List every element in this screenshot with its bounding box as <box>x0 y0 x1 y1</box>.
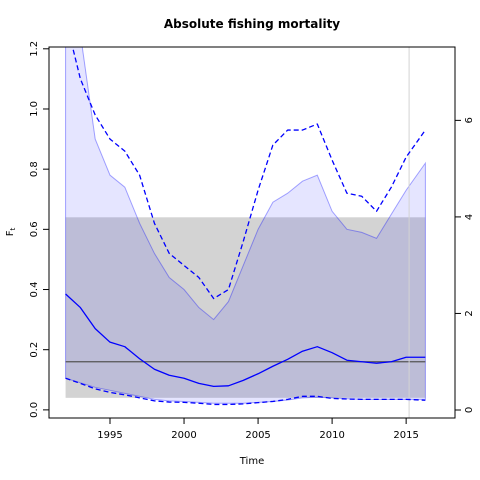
y2-tick-label: 0 <box>464 407 475 413</box>
series-line <box>65 377 426 406</box>
y-tick-label: 1.0 <box>29 101 40 117</box>
y-axis-label-sub: t <box>9 227 17 230</box>
x-tick-label: 2010 <box>319 430 344 441</box>
x-tick-label: 2015 <box>393 430 418 441</box>
plot-frame <box>48 46 456 419</box>
y-axis-label-main: F <box>5 230 16 236</box>
chart-title: Absolute fishing mortality <box>164 17 340 31</box>
y-tick-label: 0.8 <box>29 161 40 177</box>
y-tick-label: 0.6 <box>29 221 40 237</box>
series-line <box>71 47 426 300</box>
y2-tick-label: 2 <box>464 310 475 316</box>
y-tick-label: 1.2 <box>29 41 40 57</box>
x-tick-label: 2000 <box>171 430 196 441</box>
y-tick-label: 0.2 <box>29 342 40 358</box>
x-tick-label: 1995 <box>97 430 122 441</box>
series-line <box>65 293 426 388</box>
y-tick-label: 0.4 <box>29 282 40 298</box>
x-axis-label: Time <box>239 456 264 467</box>
plot-area <box>65 47 426 418</box>
y2-tick-label: 6 <box>464 117 475 123</box>
y2-tick-label: 4 <box>464 214 475 220</box>
y-axis-label: Ft <box>5 227 17 236</box>
x-tick-label: 2005 <box>245 430 270 441</box>
fmsy-ci <box>65 217 426 398</box>
y-tick-label: 0.0 <box>29 402 40 418</box>
confidence-band <box>65 47 426 404</box>
